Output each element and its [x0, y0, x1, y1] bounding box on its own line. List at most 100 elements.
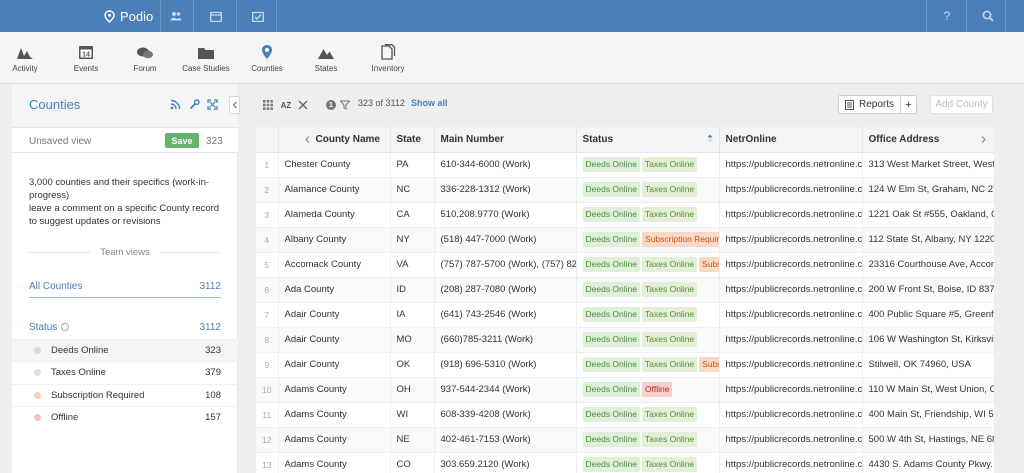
- app-label: Forum: [133, 64, 157, 73]
- app-events[interactable]: 14 Events: [71, 40, 101, 73]
- chat-bubbles-icon: [137, 47, 153, 59]
- table-row[interactable]: 4 Albany County NY (518) 447-7000 (Work) Dee…: [256, 227, 994, 253]
- contacts-icon[interactable]: [161, 0, 191, 32]
- main-number-cell: 402-461-7153 (Work): [434, 427, 577, 453]
- app-forum[interactable]: Forum: [130, 40, 160, 73]
- status-item-deeds-online[interactable]: Deeds Online 323: [12, 339, 238, 361]
- column-header-netronline[interactable]: NetrOnline: [719, 127, 863, 153]
- county-name-cell: Adair County: [278, 327, 391, 353]
- column-header-status[interactable]: Status: [576, 127, 720, 153]
- main-number-cell: (757) 787-5700 (Work), (757) 824: [434, 252, 577, 278]
- office-address-cell: 112 State St, Albany, NY 12207: [862, 227, 994, 253]
- status-cell: Deeds Online Taxes Online: [576, 302, 720, 328]
- reports-add-button[interactable]: +: [901, 95, 917, 114]
- wrench-icon[interactable]: [187, 97, 201, 111]
- status-tag: Deeds Online: [582, 457, 641, 472]
- status-tag: Deeds Online: [582, 157, 641, 172]
- calendar-icon[interactable]: [201, 0, 231, 32]
- save-view-button[interactable]: Save: [165, 133, 199, 148]
- podio-logo[interactable]: Podio: [104, 0, 153, 32]
- info-icon[interactable]: [61, 323, 69, 331]
- app-inventory[interactable]: Inventory: [368, 40, 408, 73]
- status-cell: Deeds Online Taxes Online: [576, 427, 720, 453]
- column-header-main-number[interactable]: Main Number: [434, 127, 577, 153]
- app-counties[interactable]: Counties: [250, 40, 284, 73]
- view-label: All Counties: [29, 281, 83, 292]
- help-icon[interactable]: ?: [943, 9, 951, 23]
- status-cell: Deeds Online Taxes Online: [576, 202, 720, 228]
- table-row[interactable]: 2 Alamance County NC 336-228-1312 (Work) Dee…: [256, 177, 994, 203]
- divider: [966, 0, 967, 32]
- search-icon[interactable]: [973, 0, 1003, 32]
- app-case-studies[interactable]: Case Studies: [179, 40, 233, 73]
- status-item-subscription-required[interactable]: Subscription Required 108: [12, 384, 238, 406]
- status-tag: Taxes Online: [642, 257, 698, 272]
- expand-icon[interactable]: [205, 97, 219, 111]
- sidebar-header: Counties: [12, 84, 238, 128]
- tasks-icon[interactable]: [243, 0, 273, 32]
- status-item-taxes-online[interactable]: Taxes Online 379: [12, 361, 238, 383]
- app-label: Case Studies: [182, 64, 230, 73]
- status-tag: Taxes Online: [642, 407, 698, 422]
- add-county-button[interactable]: Add County: [930, 95, 993, 114]
- sort-az-button[interactable]: AZ: [280, 100, 292, 110]
- divider: [926, 0, 927, 32]
- status-item-count: 323: [205, 345, 221, 356]
- podio-pin-icon: [104, 9, 115, 23]
- status-tag: Deeds Online: [582, 282, 641, 297]
- status-item-offline[interactable]: Offline 157: [12, 406, 238, 428]
- show-all-link[interactable]: Show all: [411, 98, 448, 108]
- table-row[interactable]: 3 Alameda County CA 510.208.9770 (Work) Deed…: [256, 202, 994, 228]
- description-line: leave a comment on a specific County rec…: [29, 203, 220, 227]
- rss-icon[interactable]: [168, 97, 182, 111]
- grid-view-icon[interactable]: [261, 99, 275, 111]
- tools-icon[interactable]: [296, 99, 310, 111]
- table-row[interactable]: 7 Adair County IA (641) 743-2546 (Work) Deed…: [256, 302, 994, 328]
- netronline-cell: https://publicrecords.netronline.com: [719, 377, 863, 403]
- row-number: 2: [256, 177, 279, 203]
- status-filter-count: 3112: [199, 322, 221, 333]
- column-header-office-address[interactable]: Office Address: [862, 127, 994, 153]
- status-tag: Taxes Online: [642, 357, 698, 372]
- column-header-state[interactable]: State: [390, 127, 435, 153]
- status-tag: Subscription Required: [699, 257, 718, 272]
- chevron-left-icon[interactable]: [304, 136, 310, 143]
- column-header-county-name[interactable]: County Name: [278, 127, 391, 153]
- county-name-cell: Albany County: [278, 227, 391, 253]
- table-row[interactable]: 6 Ada County ID (208) 287-7080 (Work) Deeds …: [256, 277, 994, 303]
- office-address-cell: 200 W Front St, Boise, ID 8370: [862, 277, 994, 303]
- status-cell: Deeds Online Offline: [576, 377, 720, 403]
- view-all-counties[interactable]: All Counties 3112: [29, 280, 221, 298]
- table-row[interactable]: 5 Accomack County VA (757) 787-5700 (Work),…: [256, 252, 994, 278]
- office-address-cell: 313 West Market Street, West: [862, 152, 994, 178]
- row-number: 7: [256, 302, 279, 328]
- office-address-cell: 400 Public Square #5, Greenfi: [862, 302, 994, 328]
- table-row[interactable]: 1 Chester County PA 610-344-6000 (Work) Deed…: [256, 152, 994, 178]
- state-cell: CA: [390, 202, 435, 228]
- app-label: Counties: [251, 64, 283, 73]
- app-activity[interactable]: Activity: [10, 40, 40, 73]
- office-address-cell: 106 W Washington St, Kirksvil: [862, 327, 994, 353]
- view-count: 323: [206, 136, 223, 147]
- app-label: Events: [73, 64, 99, 73]
- counties-table: County Name State Main Number Status Net…: [256, 127, 994, 473]
- state-cell: WI: [390, 402, 435, 428]
- status-filter-header[interactable]: Status 3112: [29, 322, 221, 336]
- report-icon: [845, 99, 854, 110]
- table-row[interactable]: 8 Adair County MO (660)785-3211 (Work) Deeds…: [256, 327, 994, 353]
- collapse-sidebar-button[interactable]: [229, 96, 240, 114]
- chevron-right-icon[interactable]: [981, 136, 986, 143]
- table-row[interactable]: 9 Adair County OK (918) 696-5310 (Work) Deed…: [256, 352, 994, 378]
- app-states[interactable]: States: [311, 40, 341, 73]
- reports-button[interactable]: Reports: [838, 95, 901, 114]
- table-row[interactable]: 10 Adams County OH 937-544-2344 (Work) Deeds…: [256, 377, 994, 403]
- table-row[interactable]: 13 Adams County CO 303.659.2120 (Work) Deeds…: [256, 452, 994, 473]
- netronline-cell: https://publicrecords.netronline.com: [719, 452, 863, 473]
- county-name-cell: Adair County: [278, 352, 391, 378]
- main-number-cell: (660)785-3211 (Work): [434, 327, 577, 353]
- table-row[interactable]: 11 Adams County WI 608-339-4208 (Work) Deeds…: [256, 402, 994, 428]
- table-row[interactable]: 12 Adams County NE 402-461-7153 (Work) Deeds…: [256, 427, 994, 453]
- status-tag: Deeds Online: [582, 257, 641, 272]
- filter-icon[interactable]: [338, 99, 352, 111]
